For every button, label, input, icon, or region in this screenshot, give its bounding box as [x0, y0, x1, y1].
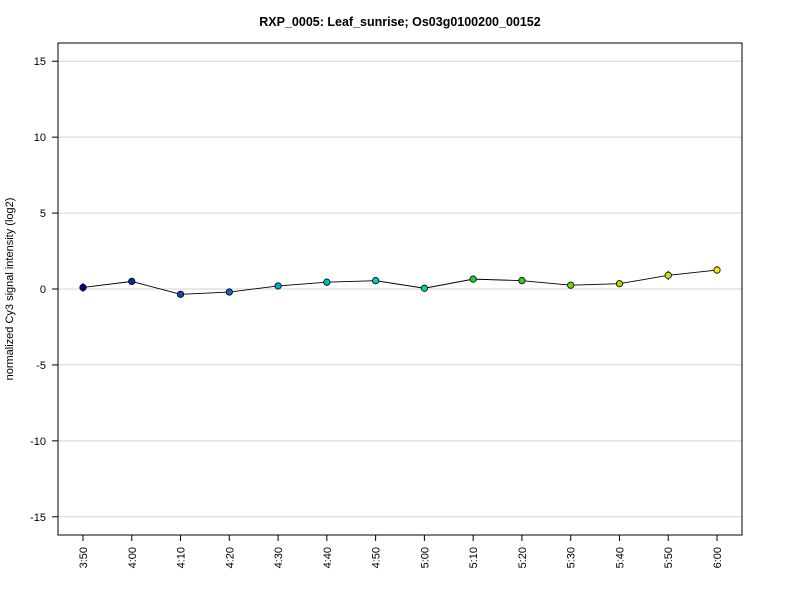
x-tick-label: 5:40: [614, 547, 626, 568]
x-tick-label: 4:30: [273, 547, 285, 568]
y-tick-label: -5: [36, 360, 46, 372]
chart-title: RXP_0005: Leaf_sunrise; Os03g0100200_001…: [259, 15, 540, 29]
x-tick-label: 4:20: [224, 547, 236, 568]
y-tick-label: 10: [34, 132, 46, 144]
data-point: [713, 266, 721, 274]
series-line: [82, 269, 718, 295]
x-tick-label: 3:50: [78, 547, 90, 568]
x-tick-label: 4:50: [371, 547, 383, 568]
x-tick-label: 5:50: [663, 547, 675, 568]
y-tick-label: -15: [30, 512, 46, 524]
x-tick-label: 4:40: [322, 547, 334, 568]
x-tick-label: 5:00: [419, 547, 431, 568]
x-tick-label: 6:00: [712, 547, 724, 568]
x-tick-label: 4:00: [127, 547, 139, 568]
data-point: [79, 283, 87, 292]
x-tick-label: 5:30: [566, 547, 578, 568]
x-axis: 3:50 4:00 4:10 4:20 4:30 4:40 4:50 5:00 5:10 5:20…: [78, 534, 724, 568]
data-point: [518, 277, 526, 285]
x-tick-label: 5:20: [517, 547, 529, 568]
data-point: [469, 275, 477, 283]
data-series: [79, 266, 721, 298]
y-axis-label: normalized Cy3 signal intensity (log2): [4, 198, 16, 381]
plot-area: [57, 42, 743, 536]
y-tick-label: 0: [40, 284, 46, 296]
data-point: [274, 282, 282, 290]
y-tick-label: 15: [34, 56, 46, 68]
y-axis: -15 -10 -5 0 5 10 15: [30, 56, 58, 524]
data-point: [420, 284, 428, 292]
gridlines: [58, 60, 742, 518]
y-tick-label: -10: [30, 436, 46, 448]
data-point: [664, 271, 672, 279]
data-point: [615, 280, 624, 288]
data-point: [128, 277, 136, 286]
data-point: [323, 278, 331, 286]
data-point: [176, 290, 185, 298]
y-tick-label: 5: [40, 208, 46, 220]
x-tick-label: 4:10: [176, 547, 188, 568]
data-point: [225, 288, 233, 296]
data-point: [567, 281, 575, 289]
x-tick-label: 5:10: [468, 547, 480, 568]
data-point: [372, 277, 380, 285]
